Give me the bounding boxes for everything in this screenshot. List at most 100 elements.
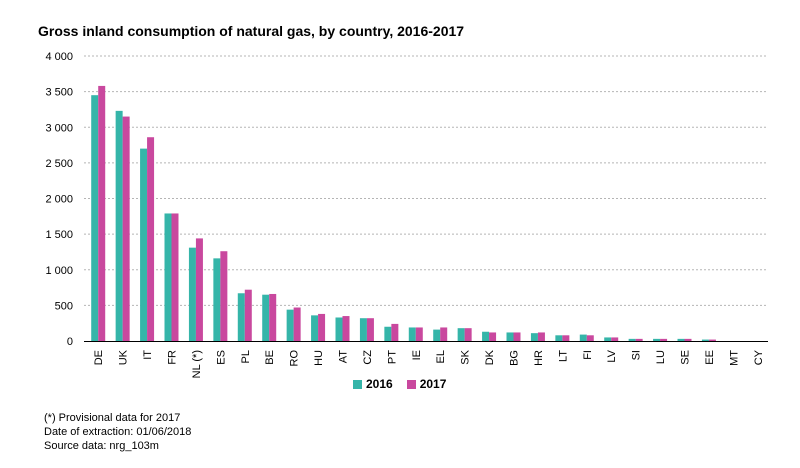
bar-2017-lv <box>611 337 619 341</box>
x-tick-label: EE <box>704 350 716 365</box>
bar-2016-de <box>91 95 99 341</box>
legend-swatch-2017 <box>406 379 416 389</box>
x-tick-label: LV <box>606 349 618 362</box>
x-tick-label: ES <box>215 350 227 365</box>
bar-2016-es <box>213 258 221 341</box>
x-tick-label: CZ <box>362 350 374 365</box>
bar-2016-ie <box>408 327 416 341</box>
bar-2016-fr <box>164 213 172 341</box>
bar-2017-ee <box>708 339 716 341</box>
y-tick-label: 3 000 <box>45 122 73 134</box>
bar-2016-cz <box>359 318 367 341</box>
x-tick-label: IE <box>411 350 423 360</box>
bar-2016-nl <box>188 247 196 341</box>
bar-2016-ee <box>701 339 709 341</box>
x-tick-label: EL <box>435 350 447 363</box>
bar-2016-lu <box>653 338 661 341</box>
bar-2016-lt <box>555 335 563 341</box>
y-tick-label: 1 500 <box>45 229 73 241</box>
bar-2017-de <box>98 85 106 341</box>
bar-2017-es <box>220 251 228 341</box>
y-tick-label: 0 <box>67 336 73 348</box>
footnote-provisional: (*) Provisional data for 2017 <box>44 412 181 424</box>
bar-2017-pl <box>244 289 252 341</box>
bar-2016-pt <box>384 326 392 341</box>
legend-swatch-2016 <box>353 379 362 389</box>
bar-2016-fi <box>579 334 587 341</box>
bar-2016-uk <box>115 110 123 341</box>
x-tick-label: PT <box>386 350 398 364</box>
footnotes: (*) Provisional data for 2017 Date of ex… <box>44 411 191 453</box>
x-tick-label: SI <box>631 350 643 360</box>
x-tick-label: AT <box>338 350 350 364</box>
bar-2017-uk <box>122 116 130 341</box>
x-tick-label: IT <box>142 350 154 360</box>
bar-2016-el <box>433 329 441 341</box>
x-tick-label: PL <box>240 350 252 363</box>
bar-2017-bg <box>513 332 521 341</box>
y-tick-label: 500 <box>55 300 73 312</box>
bar-2016-ro <box>286 309 294 341</box>
bar-2016-si <box>628 338 636 341</box>
legend-item-2017: 2017 <box>406 377 447 391</box>
x-tick-label: FR <box>167 350 179 365</box>
x-tick-label: DE <box>93 350 105 365</box>
bar-2017-lt <box>562 335 570 341</box>
legend-item-2016: 2016 <box>353 377 393 391</box>
bar-2017-el <box>440 327 448 341</box>
x-tick-label: LU <box>655 350 667 364</box>
bar-2017-pt <box>391 323 399 341</box>
x-tick-label: LT <box>557 350 569 362</box>
bar-2017-dk <box>489 332 497 341</box>
bar-2016-se <box>677 338 685 341</box>
x-tick-label: CY <box>753 349 765 365</box>
y-tick-label: 1 000 <box>45 265 73 277</box>
bar-2017-sk <box>464 328 472 341</box>
bar-2016-be <box>262 294 270 341</box>
x-tick-label: RO <box>289 350 301 367</box>
y-tick-label: 4 000 <box>45 51 73 63</box>
footnote-extraction-date: Date of extraction: 01/06/2018 <box>44 426 192 438</box>
bar-2016-bg <box>506 332 514 341</box>
bar-2017-ie <box>415 327 423 341</box>
x-tick-label: SK <box>460 349 472 364</box>
bar-2017-hr <box>537 332 545 341</box>
bar-2016-it <box>140 148 148 341</box>
bar-2016-at <box>335 317 343 341</box>
x-tick-label: NL (*) <box>191 350 203 378</box>
x-tick-label: FI <box>582 350 594 360</box>
bar-2016-hu <box>311 315 319 341</box>
x-tick-label: BE <box>264 350 276 365</box>
y-tick-label: 2 500 <box>45 158 73 170</box>
legend-label-2016: 2016 <box>366 377 393 391</box>
bar-2017-ro <box>293 307 301 341</box>
bar-2017-lu <box>660 338 668 341</box>
y-tick-label: 3 500 <box>45 87 73 99</box>
x-tick-label: SE <box>680 350 692 365</box>
bar-2017-nl <box>195 238 203 341</box>
x-tick-label: DK <box>484 349 496 365</box>
x-tick-label: MT <box>728 350 740 366</box>
x-tick-label: UK <box>118 349 130 365</box>
legend: 2016 2017 <box>353 377 446 391</box>
chart-title: Gross inland consumption of natural gas,… <box>38 23 465 39</box>
legend-label-2017: 2017 <box>419 377 447 391</box>
bar-2016-dk <box>482 331 490 341</box>
bar-2017-se <box>684 338 692 341</box>
y-tick-label: 2 000 <box>45 194 73 206</box>
bar-2017-at <box>342 316 350 341</box>
x-tick-label: BG <box>509 350 521 366</box>
bar-2017-be <box>269 293 277 341</box>
bar-2017-fi <box>586 335 594 341</box>
x-tick-label: HR <box>533 350 545 366</box>
bar-2017-cz <box>366 318 374 341</box>
bar-2017-hu <box>318 313 326 341</box>
bar-2017-si <box>635 338 643 341</box>
bar-2017-it <box>147 137 155 341</box>
footnote-source: Source data: nrg_103m <box>44 440 159 452</box>
x-tick-label: HU <box>313 350 325 366</box>
bar-2016-pl <box>237 293 245 341</box>
bar-2016-lv <box>604 337 612 341</box>
bar-2016-sk <box>457 328 465 341</box>
